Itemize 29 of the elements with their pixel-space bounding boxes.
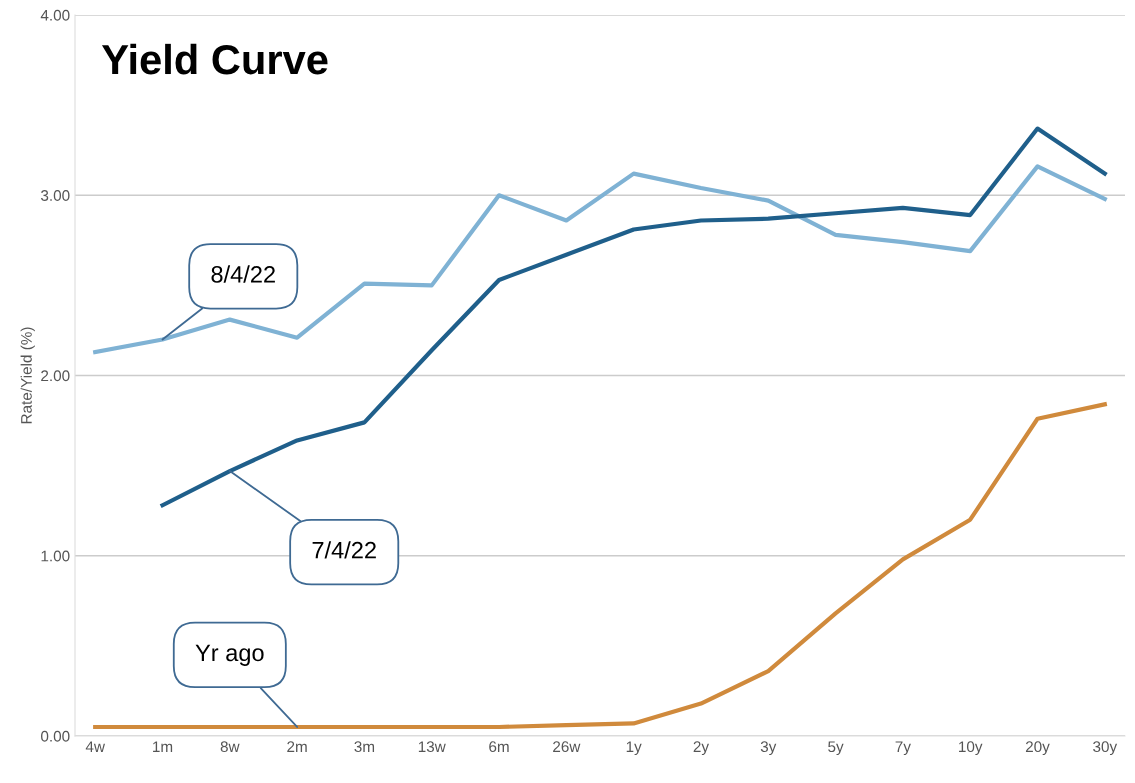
x-tick-label: 10y <box>959 741 983 756</box>
y-tick-label: 1.00 <box>41 550 70 562</box>
annotation: 8/4/22 <box>211 265 275 283</box>
y-tick-label: 4.00 <box>40 9 70 21</box>
x-tick-label: 2m <box>287 741 307 752</box>
x-tick-label: 3y <box>760 741 777 756</box>
x-tick-label: 4w <box>85 741 105 752</box>
x-tick-label: 6m <box>489 741 509 753</box>
y-axis-title: Rate/Yield (%) <box>20 327 35 424</box>
text: Yield Curve <box>101 43 328 75</box>
x-tick-label: 5y <box>828 741 844 756</box>
x-tick-label: 26w <box>553 741 581 753</box>
annotation: 7/4/22 <box>312 541 376 559</box>
x-tick-label: 1m <box>153 741 173 752</box>
x-tick-label: 30y <box>1093 741 1118 756</box>
annotation: Yr ago <box>195 644 264 666</box>
x-tick-label: 13w <box>418 741 446 753</box>
x-tick-label: 2y <box>693 741 709 756</box>
x-tick-label: 8w <box>220 741 240 753</box>
line-series <box>160 126 1107 508</box>
y-tick-label: 2.00 <box>41 370 70 382</box>
y-tick-label: 3.00 <box>40 190 70 201</box>
line-series <box>93 402 1107 730</box>
x-tick-label: 20y <box>1025 741 1050 756</box>
x-tick-label: 7y <box>895 741 911 756</box>
y-tick-label: 0.00 <box>41 730 70 742</box>
x-tick-label: 1y <box>626 741 642 756</box>
line-series <box>93 164 1107 355</box>
x-tick-label: 3m <box>354 741 375 753</box>
